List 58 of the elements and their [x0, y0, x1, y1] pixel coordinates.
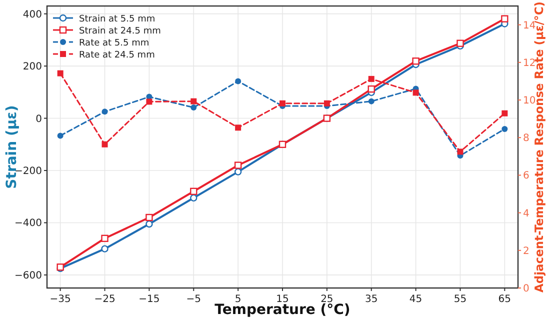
point [102, 108, 108, 115]
point [368, 85, 375, 93]
x-tick-label: 55 [454, 294, 467, 305]
y2-tick-label: 14 [523, 20, 536, 32]
x-tick-label: −35 [50, 294, 71, 305]
x-tick-label: 5 [234, 294, 242, 305]
point [412, 57, 420, 65]
point [101, 234, 108, 242]
point [190, 104, 197, 111]
point [368, 98, 374, 104]
y2-tick-label: 4 [523, 208, 530, 220]
point [456, 40, 464, 47]
y2-tick-label: 6 [523, 170, 530, 182]
y2-tick-label: 0 [523, 284, 530, 294]
point [146, 220, 153, 228]
y2-tick-label: 8 [523, 133, 530, 144]
point [57, 132, 64, 139]
point [146, 98, 152, 105]
x-axis-title: Temperature (°C) [214, 302, 350, 318]
legend-label: Rate at 5.5 mm [79, 38, 150, 48]
point [146, 214, 153, 222]
point [501, 15, 508, 22]
y2-tick-label: 12 [523, 58, 536, 69]
point [102, 141, 108, 148]
legend-label: Strain at 24.5 mm [79, 26, 161, 36]
y-tick-label: −400 [14, 218, 42, 230]
y-tick-label: −200 [14, 166, 42, 177]
point [190, 194, 198, 202]
x-tick-label: 45 [409, 294, 422, 305]
x-tick-label: −15 [138, 294, 160, 305]
point [368, 76, 374, 82]
point [234, 168, 242, 176]
point [101, 245, 108, 252]
point [234, 162, 242, 169]
point [190, 188, 198, 195]
legend-label: Strain at 5.5 mm [79, 14, 156, 24]
point [324, 100, 330, 106]
point [412, 90, 419, 96]
y2-tick-label: 10 [523, 96, 536, 106]
y-tick-label: 200 [22, 62, 42, 73]
x-tick-label: 15 [276, 294, 289, 305]
point [235, 78, 242, 84]
y-tick-label: −600 [14, 270, 42, 282]
legend-label: Rate at 24.5 mm [79, 50, 155, 60]
point [190, 98, 197, 104]
x-tick-label: 35 [365, 294, 378, 305]
point [280, 100, 286, 106]
point [502, 126, 508, 132]
point [235, 124, 242, 131]
point [457, 148, 464, 155]
x-tick-label: 65 [498, 294, 512, 305]
point [502, 110, 508, 116]
y-tick-label: 400 [22, 9, 42, 20]
x-tick-label: −5 [186, 294, 202, 305]
y2-tick-label: 2 [523, 246, 530, 257]
x-tick-label: −25 [94, 294, 116, 305]
y-tick-label: 0 [36, 114, 42, 125]
point [57, 70, 64, 76]
